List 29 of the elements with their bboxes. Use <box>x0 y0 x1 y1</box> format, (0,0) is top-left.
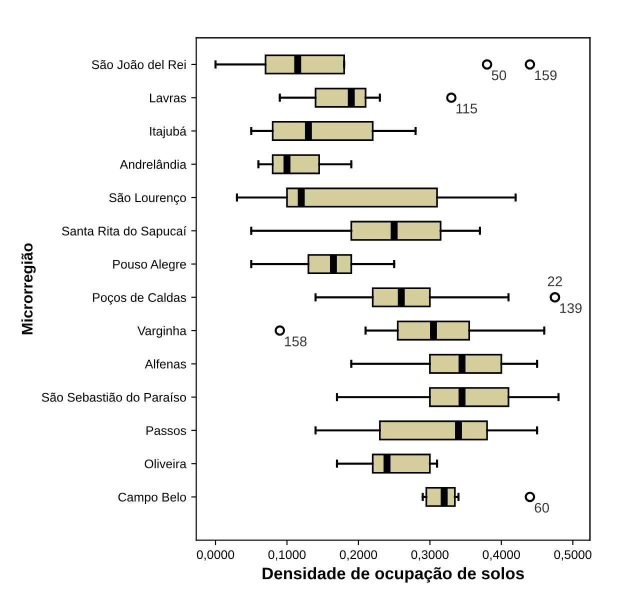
x-tick-label: 0,2000 <box>340 550 378 561</box>
x-tick-label: 0,3000 <box>411 550 449 561</box>
y-tick-label: Alfenas <box>144 359 186 369</box>
annotation: 159 <box>535 70 557 80</box>
y-tick-label: São Sebastião do Paraíso <box>42 392 186 402</box>
annotation: 60 <box>534 502 550 513</box>
y-tick-label: Itajubá <box>150 126 187 138</box>
y-tick-label: Varginha <box>137 326 187 338</box>
y-tick-label: Poços de Caldas <box>93 292 186 304</box>
annotation: 115 <box>456 104 478 114</box>
y-axis-title: Microrregião <box>21 243 36 334</box>
y-tick-label: São Lourenço <box>109 193 186 205</box>
y-tick-label: Passos <box>146 426 186 436</box>
x-tick-label: 0,5000 <box>554 550 592 561</box>
y-tick-label: Oliveira <box>144 459 187 468</box>
annotation: 139 <box>560 303 582 314</box>
y-tick-label: Pouso Alegre <box>113 260 186 272</box>
x-tick-label: 0,1000 <box>268 550 306 561</box>
y-tick-label: Lavras <box>150 94 186 102</box>
annotation: 22 <box>548 276 562 286</box>
y-tick-label: Santa Rita do Sapucaí <box>62 226 186 238</box>
y-tick-label: São João del Rei <box>92 60 186 70</box>
annotation: 158 <box>285 336 307 346</box>
y-tick-label: Andrelândia <box>120 160 187 169</box>
x-tick-label: 0,0000 <box>196 550 234 561</box>
y-tick-label: Campo Belo <box>118 492 186 504</box>
annotation: 50 <box>492 70 506 80</box>
x-tick-label: 0,4000 <box>482 550 520 561</box>
x-axis-title: Densidade de ocupação de solos <box>262 567 524 583</box>
